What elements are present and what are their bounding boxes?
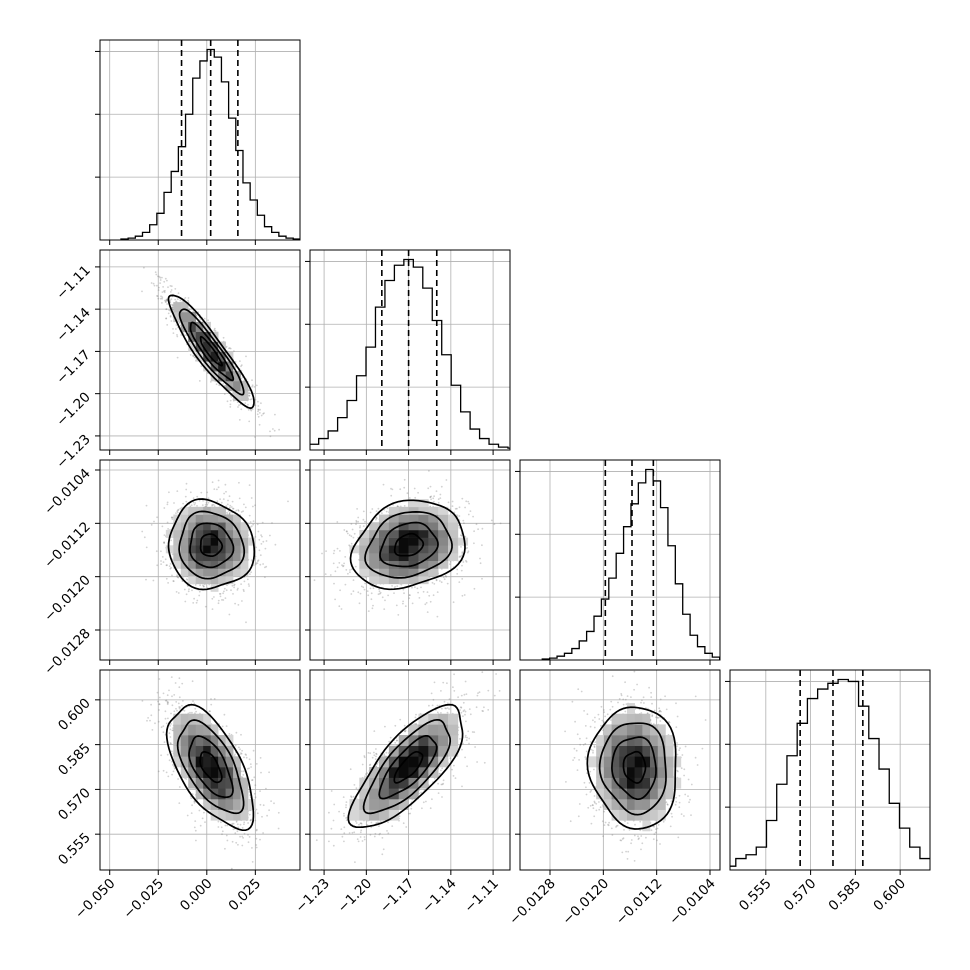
panel-1-1 xyxy=(305,249,511,455)
contour-2-1-2 xyxy=(364,511,453,579)
contour-3-2-3 xyxy=(586,706,677,830)
x-tick-label: 0.600 xyxy=(870,876,909,915)
x-tick-label: 0.585 xyxy=(826,876,865,915)
contours-3-2 xyxy=(586,706,677,830)
y-tick-label: −1.17 xyxy=(53,347,94,388)
contour-1-0-0 xyxy=(199,335,223,367)
y-tick-label: −0.0120 xyxy=(41,572,94,625)
contours-3-0 xyxy=(165,703,255,832)
panel-2-0: −0.0128−0.0120−0.0112−0.0104 xyxy=(41,459,301,679)
panel-frame xyxy=(99,669,301,871)
histogram-2 xyxy=(541,468,720,660)
y-tick-label: −1.20 xyxy=(53,389,94,430)
panel-3-3: 0.555 0.570 0.585 0.600 xyxy=(725,669,931,915)
y-tick-label: −1.23 xyxy=(53,431,94,472)
contour-3-1-3 xyxy=(347,703,464,829)
contour-3-1-2 xyxy=(362,718,452,815)
panel-2-2 xyxy=(515,459,721,665)
contour-3-0-2 xyxy=(176,719,245,815)
histogram-0 xyxy=(120,48,300,240)
x-tick-label: −0.025 xyxy=(120,876,167,923)
contour-2-1-1 xyxy=(379,521,439,568)
x-tick-label: −0.050 xyxy=(72,876,119,923)
x-tick-label: −1.17 xyxy=(377,876,418,917)
x-tick-label: 0.555 xyxy=(736,876,775,915)
contour-2-0-0 xyxy=(199,533,224,557)
density-cells-3-1 xyxy=(349,713,459,821)
panel-frame xyxy=(519,459,721,661)
contour-2-1-0 xyxy=(393,532,425,557)
contour-3-2-0 xyxy=(622,750,647,784)
contour-2-0-3 xyxy=(167,498,256,591)
x-tick-label: −1.11 xyxy=(461,876,502,917)
histogram-1 xyxy=(310,258,510,449)
x-tick-label: −0.0104 xyxy=(666,876,719,929)
y-tick-label: −1.11 xyxy=(53,262,94,303)
contour-3-0-1 xyxy=(188,735,234,799)
y-tick-label: −0.0112 xyxy=(41,519,94,572)
panel-3-1: −1.23 −1.20 −1.17 −1.14 −1.11 xyxy=(292,669,511,917)
panel-frame xyxy=(99,459,301,661)
contour-3-1-0 xyxy=(393,750,424,784)
y-tick-label: 0.555 xyxy=(55,830,94,869)
contours-2-1 xyxy=(349,499,466,591)
y-tick-label: 0.570 xyxy=(55,785,94,824)
contour-1-0-3 xyxy=(167,294,255,409)
panel-frame xyxy=(309,459,511,661)
y-tick-label: −0.0128 xyxy=(41,626,94,679)
contour-3-0-0 xyxy=(199,751,223,784)
x-tick-label: −0.0128 xyxy=(506,876,559,929)
x-tick-label: 0.570 xyxy=(781,876,820,915)
x-tick-label: 0.000 xyxy=(177,876,216,915)
contour-1-0-1 xyxy=(189,321,235,382)
contour-2-0-2 xyxy=(178,510,246,580)
panel-frame xyxy=(519,669,721,871)
contour-1-0-2 xyxy=(178,308,245,396)
density-cells-2-0 xyxy=(165,506,256,592)
contours-3-1 xyxy=(347,703,464,829)
x-tick-label: −1.23 xyxy=(292,876,333,917)
x-tick-label: −0.0112 xyxy=(613,876,666,929)
panel-frame xyxy=(99,249,301,451)
panel-1-0: −1.23−1.20−1.17−1.14−1.11 xyxy=(53,249,301,472)
panel-3-0: −0.050 −0.025 0.000 0.025 0.555 0.570 0.585 0.6… xyxy=(55,669,301,923)
contour-3-1-1 xyxy=(378,734,438,800)
contour-2-1-3 xyxy=(349,499,466,591)
contour-3-0-3 xyxy=(165,703,255,832)
panel-0-0 xyxy=(95,39,301,245)
y-tick-label: −1.14 xyxy=(53,305,94,346)
y-tick-label: 0.600 xyxy=(55,695,94,734)
contours-2-0 xyxy=(167,498,256,591)
x-tick-label: −1.20 xyxy=(335,876,376,917)
y-tick-label: 0.585 xyxy=(55,740,94,779)
panel-frame xyxy=(99,39,301,241)
x-tick-label: −1.14 xyxy=(419,876,460,917)
x-tick-label: −0.0120 xyxy=(559,876,612,929)
contour-3-2-1 xyxy=(611,736,657,801)
panel-2-1 xyxy=(305,459,511,665)
panel-3-2: −0.0128 −0.0120 −0.0112 −0.0104 xyxy=(506,669,721,929)
contours-1-0 xyxy=(167,294,255,409)
panel-frame xyxy=(729,669,931,871)
panel-frame xyxy=(309,669,511,871)
contour-3-2-2 xyxy=(598,722,667,816)
panel-frame xyxy=(309,249,511,451)
contour-2-0-1 xyxy=(189,522,235,569)
x-tick-label: 0.025 xyxy=(226,876,265,915)
y-tick-label: −0.0104 xyxy=(41,466,94,519)
